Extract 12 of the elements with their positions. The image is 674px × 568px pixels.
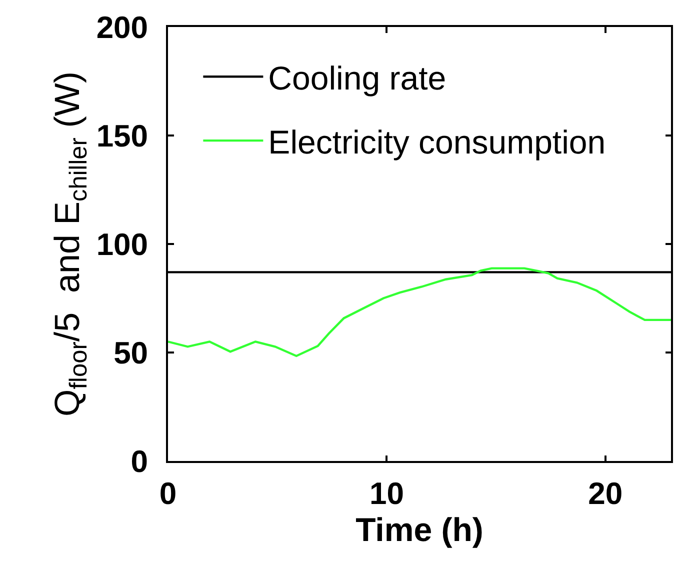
legend-label: Cooling rate	[268, 60, 446, 97]
x-tick-label: 0	[159, 476, 177, 511]
x-tick-label: 10	[369, 476, 404, 511]
x-tick-label: 20	[588, 476, 623, 511]
y-tick-label: 150	[96, 118, 148, 154]
y-tick-label: 200	[96, 10, 148, 45]
line-series	[168, 267, 671, 358]
legend-label: Electricity consumption	[268, 123, 606, 160]
y-tick-label: 50	[114, 335, 148, 370]
y-tick-label: 100	[96, 226, 148, 262]
x-axis-title: Time (h)	[356, 510, 484, 548]
y-tick-label: 0	[130, 444, 148, 479]
